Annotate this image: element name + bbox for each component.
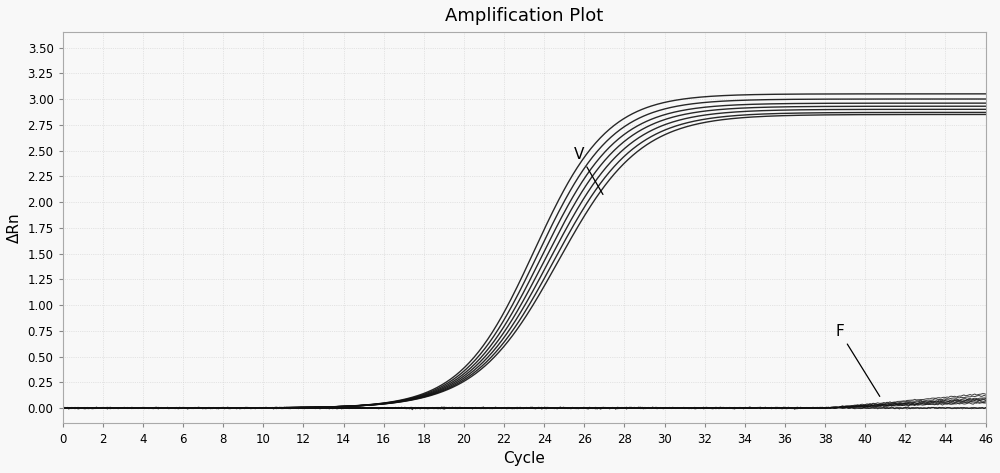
X-axis label: Cycle: Cycle <box>503 451 545 466</box>
Title: Amplification Plot: Amplification Plot <box>445 7 603 25</box>
Text: F: F <box>835 324 880 396</box>
Y-axis label: ΔRn: ΔRn <box>7 212 22 243</box>
Text: V: V <box>574 147 603 194</box>
